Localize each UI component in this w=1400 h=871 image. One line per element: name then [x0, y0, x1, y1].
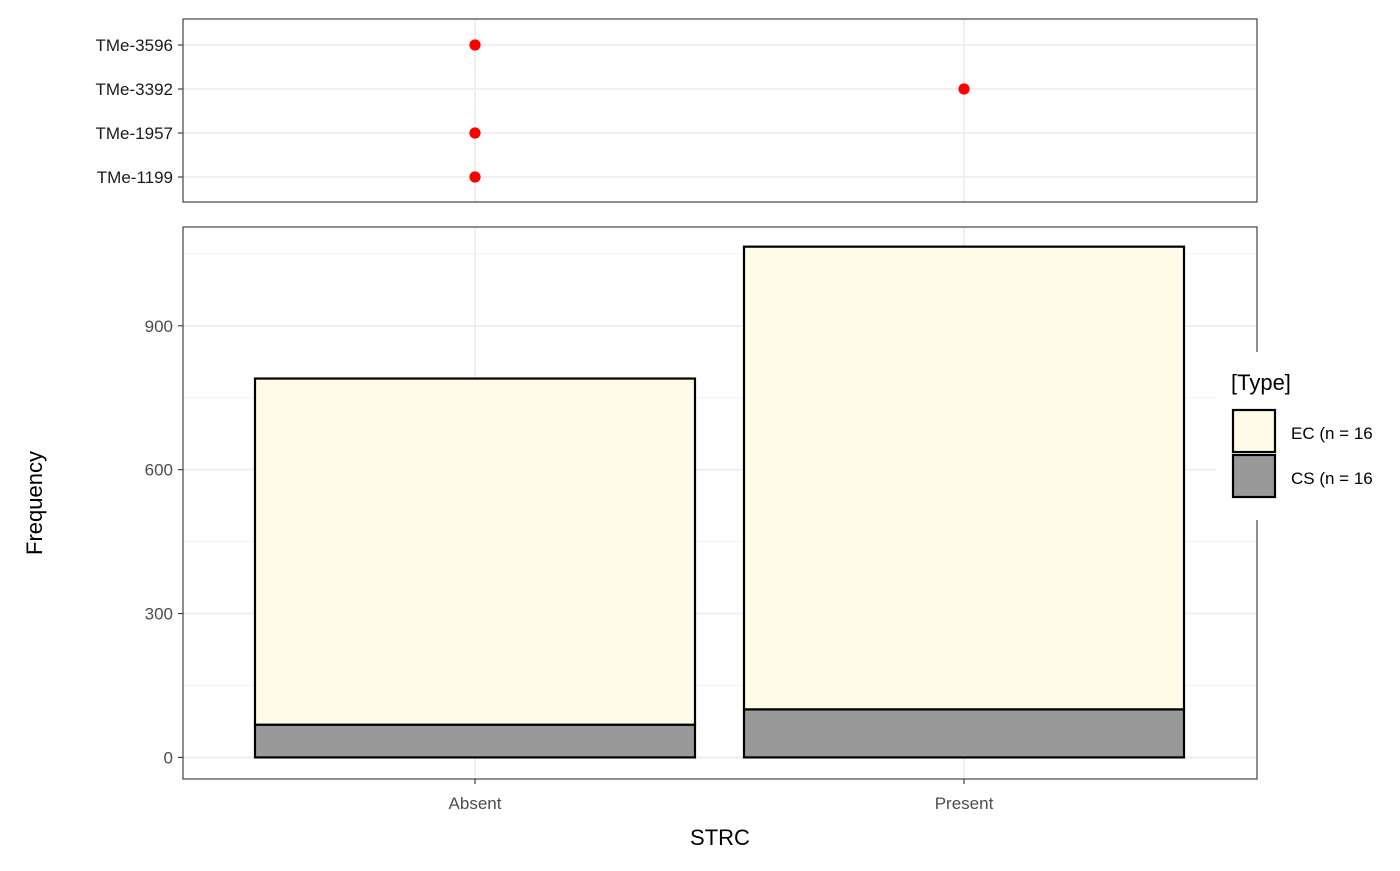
dot-y-tick-label: TMe-1199 [97, 168, 173, 187]
bar-ec-absent [253, 377, 697, 726]
bar-x-tick-label: Present [935, 794, 994, 813]
dot-point [958, 83, 970, 95]
bar-cs-present [742, 708, 1186, 759]
dot-y-tick-label: TMe-3392 [96, 80, 173, 99]
bar-y-tick-label: 600 [145, 461, 173, 480]
legend-key-ec [1231, 408, 1277, 454]
dot-panel-background [183, 19, 1257, 202]
dot-y-tick-label: TMe-1957 [96, 124, 173, 143]
x-axis-title: STRC [690, 825, 750, 850]
bar-y-tick-label: 300 [145, 605, 173, 624]
bar-x-tick-label: Absent [449, 794, 502, 813]
legend-label-cs: CS (n = 16 [1291, 469, 1373, 488]
dot-point [469, 39, 481, 51]
legend-label-ec: EC (n = 16 [1291, 424, 1373, 443]
dot-y-tick-label: TMe-3596 [96, 36, 173, 55]
legend-title: [Type] [1231, 370, 1291, 395]
dot-panel-border [182, 18, 1258, 203]
dot-point [469, 171, 481, 183]
dot-point [469, 127, 481, 139]
y-axis-title: Frequency [22, 451, 47, 555]
bar-cs-absent [253, 723, 697, 759]
legend-key-cs [1231, 453, 1277, 499]
bar-y-tick-label: 0 [164, 748, 173, 767]
bar-ec-present [742, 245, 1186, 711]
bar-y-tick-label: 900 [145, 317, 173, 336]
